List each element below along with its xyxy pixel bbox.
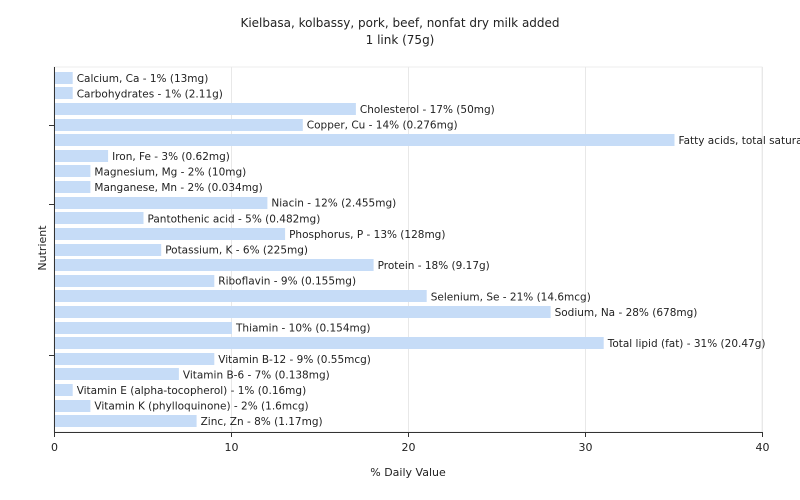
bar-label: Riboflavin - 9% (0.155mg) xyxy=(218,276,356,288)
bar-label: Copper, Cu - 14% (0.276mg) xyxy=(307,120,458,132)
x-tick-label: 0 xyxy=(51,441,58,454)
axes: 0 10 20 30 40 xyxy=(49,67,770,454)
chart-title: Kielbasa, kolbassy, pork, beef, nonfat d… xyxy=(240,16,559,30)
y-axis-title: Nutrient xyxy=(36,225,49,271)
bar xyxy=(55,275,215,287)
bar-label: Niacin - 12% (2.455mg) xyxy=(271,198,396,210)
bar xyxy=(55,306,551,318)
bar-label: Zinc, Zn - 8% (1.17mg) xyxy=(201,416,323,428)
bar xyxy=(55,259,374,271)
bar xyxy=(55,150,109,162)
bar xyxy=(55,228,286,240)
x-tick-label: 40 xyxy=(756,441,770,454)
x-tick-label: 30 xyxy=(579,441,593,454)
x-tick-label: 10 xyxy=(225,441,239,454)
chart-subtitle: 1 link (75g) xyxy=(366,33,435,47)
bar-label: Magnesium, Mg - 2% (10mg) xyxy=(94,166,246,178)
bar xyxy=(55,197,268,209)
bar-label: Calcium, Ca - 1% (13mg) xyxy=(77,73,209,85)
x-axis-title: % Daily Value xyxy=(370,466,446,479)
bar xyxy=(55,384,73,396)
bar xyxy=(55,212,144,224)
bar-label: Protein - 18% (9.17g) xyxy=(378,260,490,272)
bar-label: Selenium, Se - 21% (14.6mcg) xyxy=(431,291,591,303)
bar xyxy=(55,368,179,380)
bar-label: Cholesterol - 17% (50mg) xyxy=(360,104,495,116)
bar xyxy=(55,400,91,412)
bar xyxy=(55,290,427,302)
bar xyxy=(55,87,73,99)
bar-label: Sodium, Na - 28% (678mg) xyxy=(555,307,698,319)
bar-label: Carbohydrates - 1% (2.11g) xyxy=(77,88,223,100)
bar xyxy=(55,415,197,427)
x-tick-label: 20 xyxy=(402,441,416,454)
bar-label: Fatty acids, total saturated - 35% (6.92… xyxy=(679,135,800,147)
bar xyxy=(55,353,215,365)
bar xyxy=(55,337,604,349)
bar xyxy=(55,119,303,131)
bar xyxy=(55,181,91,193)
bars: Calcium, Ca - 1% (13mg) Carbohydrates - 1… xyxy=(55,72,800,428)
bar-label: Phosphorus, P - 13% (128mg) xyxy=(289,229,445,241)
bar-label: Manganese, Mn - 2% (0.034mg) xyxy=(94,182,262,194)
bar-label: Potassium, K - 6% (225mg) xyxy=(165,245,308,257)
bar xyxy=(55,134,675,146)
bar-label: Vitamin B-12 - 9% (0.55mcg) xyxy=(218,354,371,366)
bar-label: Vitamin E (alpha-tocopherol) - 1% (0.16m… xyxy=(77,385,307,397)
bar-label: Vitamin B-6 - 7% (0.138mg) xyxy=(183,369,330,381)
bar-label: Thiamin - 10% (0.154mg) xyxy=(235,323,371,335)
bar-label: Total lipid (fat) - 31% (20.47g) xyxy=(607,338,766,350)
bar xyxy=(55,103,356,115)
bar-label: Pantothenic acid - 5% (0.482mg) xyxy=(148,213,321,225)
bar xyxy=(55,72,73,84)
bar-label: Iron, Fe - 3% (0.62mg) xyxy=(112,151,230,163)
bar xyxy=(55,322,232,334)
bar-label: Vitamin K (phylloquinone) - 2% (1.6mcg) xyxy=(94,401,308,413)
bar xyxy=(55,244,162,256)
bar xyxy=(55,165,91,177)
